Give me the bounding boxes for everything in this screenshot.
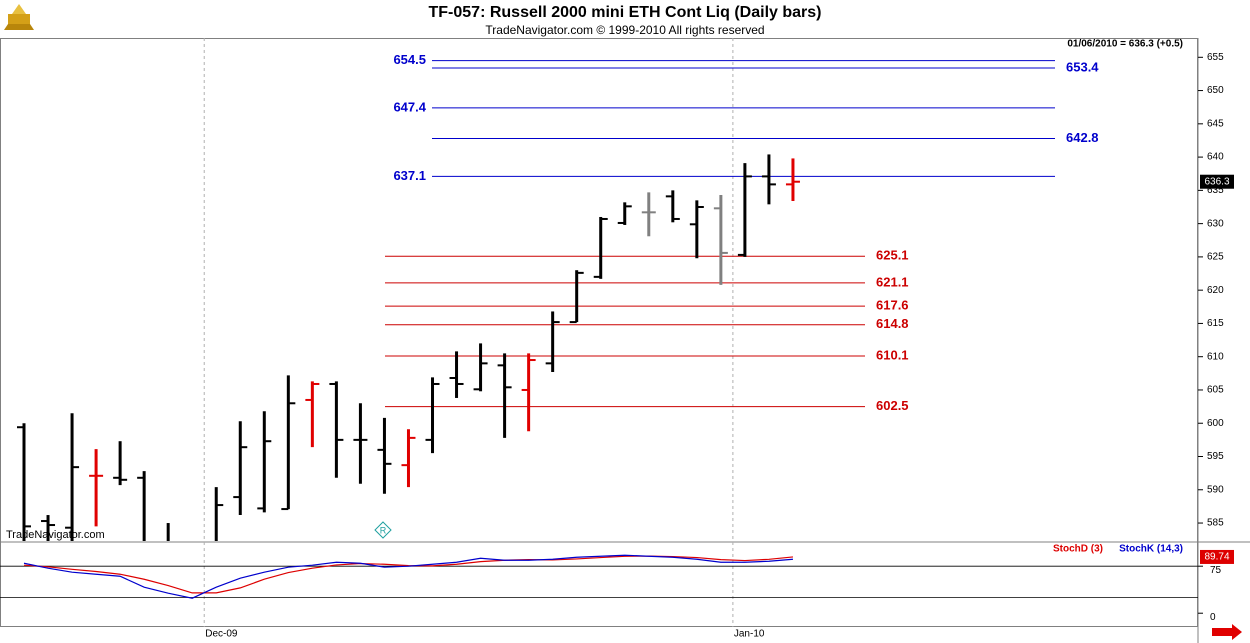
- watermark: TradeNavigator.com: [6, 529, 105, 541]
- y-tick-label: 600: [1207, 418, 1224, 429]
- level-label: 625.1: [876, 248, 909, 263]
- level-label: 653.4: [1066, 59, 1099, 74]
- logo: [4, 4, 34, 30]
- info-text: 01/06/2010 = 636.3 (+0.5): [1067, 39, 1183, 50]
- x-tick-label: Jan-10: [734, 629, 765, 640]
- stoch-line: [23, 554, 794, 599]
- chart-subtitle: TradeNavigator.com © 1999-2010 All right…: [485, 23, 764, 37]
- y-tick-label: 625: [1207, 252, 1224, 263]
- ohlc-bars: [17, 154, 800, 541]
- y-tick-label: 590: [1207, 484, 1224, 495]
- level-label: 610.1: [876, 347, 909, 362]
- last-stoch-box: [1200, 549, 1234, 564]
- level-label: 642.8: [1066, 130, 1099, 145]
- y-tick-label: 630: [1207, 218, 1224, 229]
- y-tick-label: 75: [1210, 565, 1222, 576]
- y-tick-label: 610: [1207, 351, 1224, 362]
- event-marker: R: [374, 521, 392, 539]
- y-tick-label: 595: [1207, 451, 1224, 462]
- y-tick-label: 645: [1207, 118, 1224, 129]
- chart-title: TF-057: Russell 2000 mini ETH Cont Liq (…: [429, 4, 822, 21]
- level-label: 647.4: [393, 99, 426, 114]
- y-tick-label: 0: [1210, 612, 1216, 623]
- x-tick-label: Dec-09: [205, 629, 238, 640]
- y-tick-label: 620: [1207, 285, 1224, 296]
- last-price-box: [1200, 174, 1234, 189]
- y-tick-label: 650: [1207, 85, 1224, 96]
- last-price-label: 636.3: [1204, 176, 1229, 187]
- y-tick-label: 585: [1207, 518, 1224, 529]
- legend-label: StochK (14,3): [1119, 544, 1183, 555]
- y-tick-label: 640: [1207, 152, 1224, 163]
- level-label: 621.1: [876, 274, 909, 289]
- y-tick-label: 655: [1207, 52, 1224, 63]
- level-label: 617.6: [876, 298, 909, 313]
- event-marker-label: R: [380, 525, 387, 535]
- level-label: 637.1: [393, 168, 426, 183]
- scroll-arrow[interactable]: [1212, 624, 1242, 640]
- last-stoch-label: 89.74: [1204, 552, 1229, 563]
- y-tick-label: 635: [1207, 185, 1224, 196]
- legend-label: StochD (3): [1053, 544, 1103, 555]
- level-label: 602.5: [876, 398, 909, 413]
- level-label: 614.8: [876, 316, 909, 331]
- y-tick-label: 605: [1207, 385, 1224, 396]
- level-label: 654.5: [393, 52, 426, 67]
- y-tick-label: 615: [1207, 318, 1224, 329]
